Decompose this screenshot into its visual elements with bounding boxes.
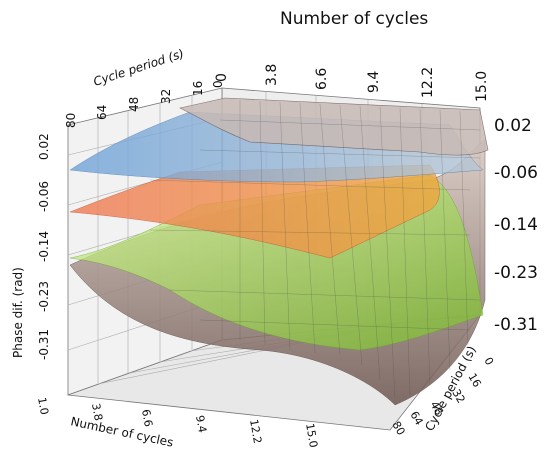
top-x-ticks: 0 3.8 6.6 9.4 12.2 15.0: [214, 64, 490, 102]
surface-brown-top: [179, 97, 489, 156]
surfaces: [69, 97, 489, 406]
top-y-tick-0: 80: [64, 113, 78, 128]
top-y-ticks: 80 64 48 32 16 0: [64, 80, 225, 128]
bottom-y-tick-1: 16: [465, 371, 483, 390]
top-x-tick-5: 15.0: [474, 71, 490, 102]
top-x-tick-0: 0: [214, 73, 230, 82]
top-x-tick-2: 6.6: [314, 68, 330, 90]
top-y-tick-5: 0: [211, 80, 225, 88]
left-z-tick-0: 0.02: [37, 133, 51, 160]
bottom-y-tick-0: 0: [481, 355, 496, 368]
bottom-y-tick-2: 32: [449, 387, 467, 406]
right-z-tick-0: 0.02: [494, 116, 532, 136]
top-x-tick-1: 3.8: [264, 64, 280, 86]
bottom-y-tick-3: 48: [427, 399, 445, 418]
bottom-y-tick-4: 64: [407, 409, 425, 428]
mesh-lines: [149, 100, 481, 399]
right-z-tick-1: -0.06: [494, 163, 538, 183]
bottom-x-ticks: 1.0 3.8 6.6 9.4 12.2 15.0: [35, 396, 320, 448]
bottom-x-axis-title: Number of cycles: [69, 414, 174, 449]
z-axis-title: Phase dif. (rad): [11, 267, 25, 358]
left-z-tick-4: -0.31: [37, 329, 51, 360]
top-y-axis-title: Cycle period (s): [92, 46, 186, 88]
bottom-x-tick-2: 6.6: [139, 408, 155, 427]
top-x-tick-4: 12.2: [420, 67, 436, 98]
left-z-tick-2: -0.14: [37, 231, 51, 262]
right-z-tick-3: -0.23: [494, 263, 538, 283]
bottom-x-tick-3: 9.4: [193, 414, 209, 433]
top-y-tick-2: 48: [127, 97, 141, 112]
left-z-tick-1: -0.06: [37, 181, 51, 212]
bottom-y-tick-5: 80: [389, 419, 407, 438]
left-z-tick-3: -0.23: [37, 281, 51, 312]
top-x-axis-title: Number of cycles: [280, 9, 428, 29]
top-y-tick-3: 32: [159, 89, 173, 104]
top-y-tick-1: 64: [95, 105, 109, 120]
right-z-tick-4: -0.31: [494, 315, 538, 335]
top-x-tick-3: 9.4: [366, 71, 382, 93]
bottom-x-tick-5: 15.0: [303, 422, 320, 448]
right-z-tick-2: -0.14: [494, 215, 538, 235]
top-y-tick-4: 16: [191, 81, 205, 96]
bottom-x-tick-1: 3.8: [89, 402, 105, 421]
left-z-ticks: 0.02 -0.06 -0.14 -0.23 -0.31: [37, 133, 51, 360]
bottom-x-tick-0: 1.0: [35, 396, 51, 415]
right-z-ticks: 0.02 -0.06 -0.14 -0.23 -0.31: [494, 116, 538, 335]
bottom-x-tick-4: 12.2: [247, 418, 264, 444]
